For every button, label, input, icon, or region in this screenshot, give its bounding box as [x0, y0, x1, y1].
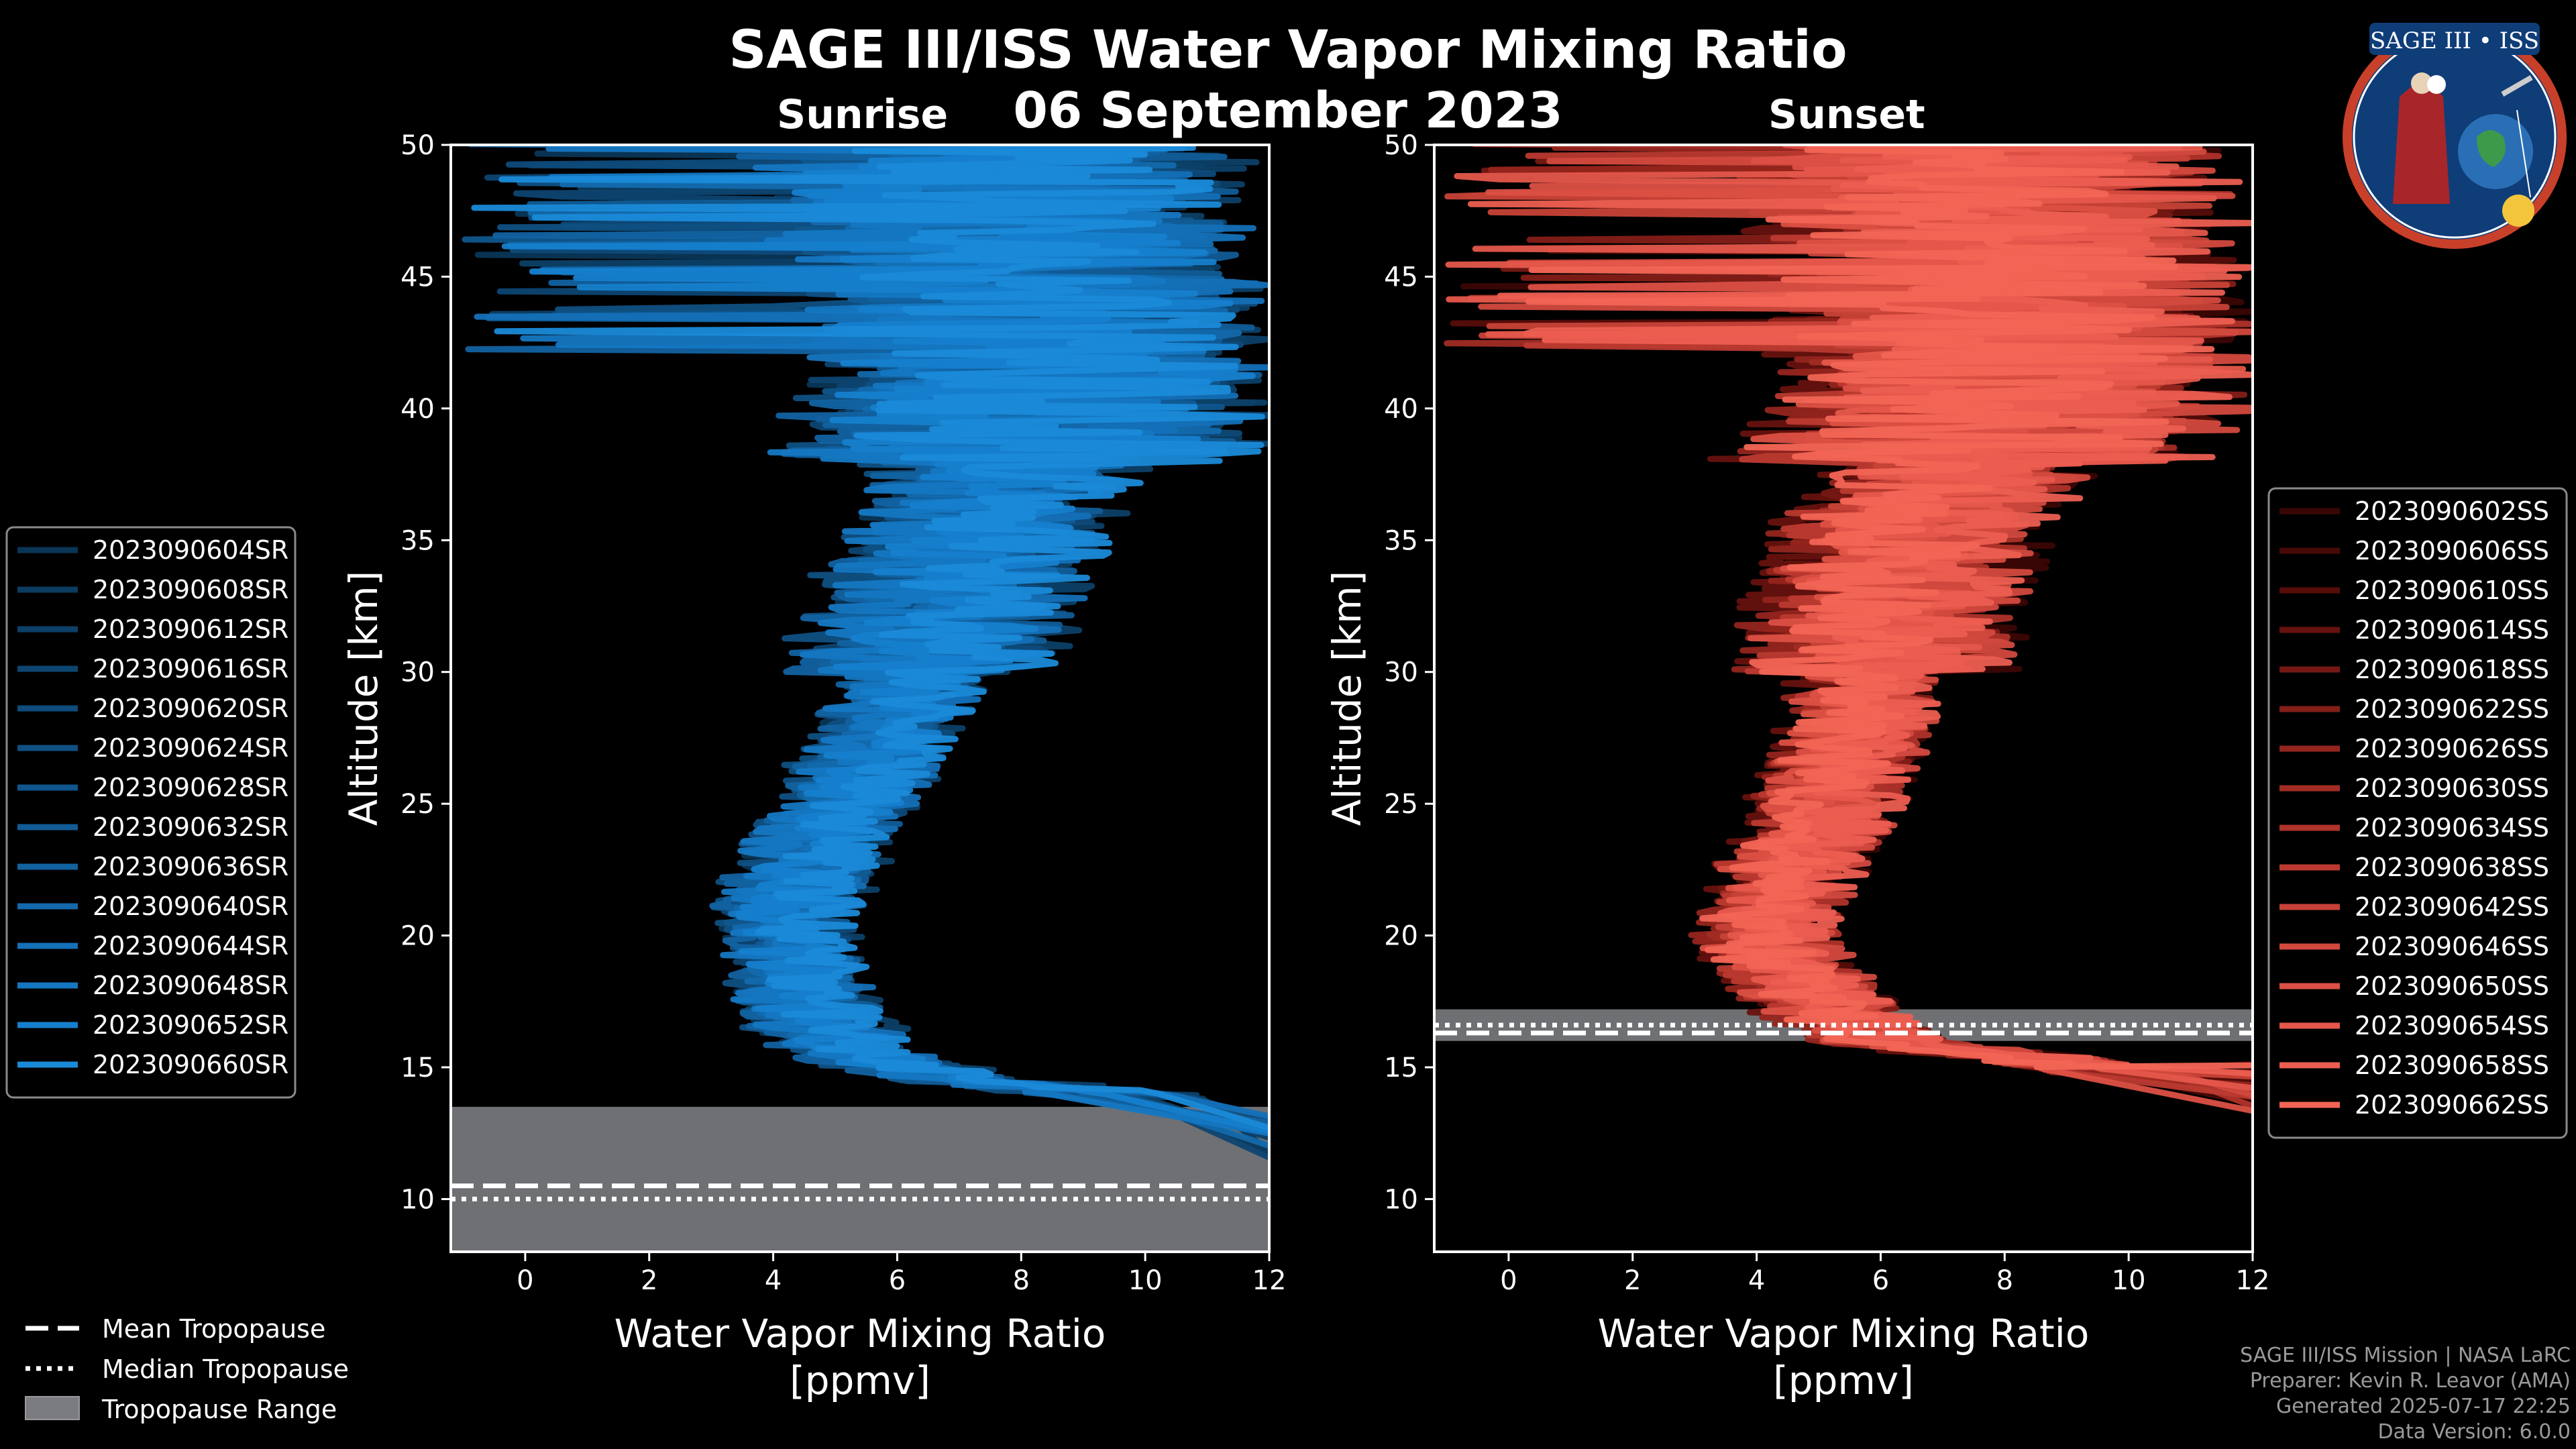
sunset-legend-label-2023090634SS: 2023090634SS [2355, 813, 2549, 843]
sunset-y-tick-label-50: 50 [1384, 130, 1418, 161]
sunrise-x-tick-label-8: 8 [1013, 1265, 1030, 1296]
sunrise-y-tick-label-10: 10 [400, 1184, 435, 1215]
sunset-legend-label-2023090602SS: 2023090602SS [2355, 496, 2549, 526]
sunset-y-tick-label-40: 40 [1384, 394, 1418, 425]
sunrise-y-tick-label-45: 45 [400, 262, 435, 292]
sunrise-legend-label-2023090636SR: 2023090636SR [93, 852, 288, 881]
sunrise-y-tick-label-35: 35 [400, 525, 435, 556]
sunrise-y-tick-label-15: 15 [400, 1053, 435, 1083]
sunrise-panel: 0 2 4 6 8 10 12 10 15 20 25 30 35 40 45 50 Water Vapor M… [341, 130, 1287, 1403]
sunrise-legend-label-2023090624SR: 2023090624SR [93, 733, 288, 763]
sunrise-axes-frame [449, 144, 1271, 1253]
sunrise-panel-title: Sunrise [777, 91, 949, 138]
sunset-y-axis-label: Altitude [km] [1324, 571, 1370, 826]
sunset-y-tick-label-10: 10 [1384, 1184, 1418, 1215]
legend-mean-label: Mean Tropopause [102, 1314, 325, 1344]
sunset-x-tick-label-12: 12 [2236, 1265, 2270, 1296]
sunset-x-tick-label-10: 10 [2112, 1265, 2146, 1296]
sunrise-x-axis-label: Water Vapor Mixing Ratio [614, 1311, 1106, 1356]
sunrise-x-tick-label-0: 0 [517, 1265, 533, 1296]
sunset-legend-label-2023090662SS: 2023090662SS [2355, 1090, 2549, 1120]
credit-mission: SAGE III/ISS Mission | NASA LaRC [2240, 1344, 2571, 1367]
sunset-plot-area [1434, 145, 2253, 1114]
sunset-legend-frame [2267, 487, 2568, 1139]
sunset-legend-label-2023090654SS: 2023090654SS [2355, 1011, 2549, 1040]
credit-version: Data Version: 6.0.0 [2377, 1420, 2571, 1444]
credit-generated: Generated 2025-07-17 22:25 [2275, 1395, 2571, 1418]
sunrise-x-tick-label-4: 4 [765, 1265, 782, 1296]
sunrise-legend-label-2023090640SR: 2023090640SR [93, 892, 288, 921]
sunrise-legend-label-2023090652SR: 2023090652SR [93, 1010, 288, 1040]
sunrise-y-axis-label: Altitude [km] [341, 571, 386, 826]
sunrise-plot-area [451, 145, 1269, 1252]
sunset-y-tick-label-35: 35 [1384, 525, 1418, 556]
tropopause-legend: Mean Tropopause Median Tropopause Tropopau… [25, 1314, 349, 1424]
sunrise-legend: 2023090604SR 2023090608SR 2023090612SR 2023… [5, 526, 297, 1099]
sunrise-legend-label-2023090632SR: 2023090632SR [93, 812, 288, 842]
legend-range-label: Tropopause Range [101, 1395, 337, 1424]
sunset-legend-label-2023090618SS: 2023090618SS [2355, 655, 2549, 684]
logo-text: SAGE III • ISS [2370, 28, 2539, 54]
sunrise-x-tick-label-10: 10 [1128, 1265, 1163, 1296]
sunset-x-axis-label: Water Vapor Mixing Ratio [1598, 1311, 2090, 1356]
sunrise-series-line-2023090660SR [471, 145, 1269, 1132]
sunrise-legend-label-2023090660SR: 2023090660SR [93, 1050, 288, 1079]
sunrise-x-tick-label-2: 2 [641, 1265, 657, 1296]
sunset-legend-label-2023090658SS: 2023090658SS [2355, 1051, 2549, 1080]
sunset-x-axis-unit: [ppmv] [1773, 1358, 1914, 1403]
sunset-y-tick-label-15: 15 [1384, 1053, 1418, 1083]
sunrise-legend-label-2023090604SR: 2023090604SR [93, 535, 288, 565]
sunset-y-tick-label-25: 25 [1384, 789, 1418, 820]
figure-title: SAGE III/ISS Water Vapor Mixing Ratio [729, 20, 1847, 80]
sunrise-y-tick-label-40: 40 [400, 394, 435, 425]
sunset-axes-frame [1433, 144, 2254, 1253]
sunset-legend-label-2023090642SS: 2023090642SS [2355, 892, 2549, 922]
legend-range-swatch [25, 1396, 80, 1420]
sunrise-legend-label-2023090628SR: 2023090628SR [93, 773, 288, 802]
sunset-legend-label-2023090646SS: 2023090646SS [2355, 932, 2549, 961]
sunset-y-tick-label-30: 30 [1384, 657, 1418, 688]
sunrise-y-tick-label-25: 25 [400, 789, 435, 820]
sunrise-y-tick-label-20: 20 [400, 921, 435, 952]
sunset-legend: 2023090602SS 2023090606SS 2023090610SS 2023… [2267, 487, 2568, 1139]
sunset-x-tick-label-0: 0 [1500, 1265, 1517, 1296]
sunset-series-line-2023090662SS [1525, 145, 2253, 1070]
sunrise-legend-label-2023090620SR: 2023090620SR [93, 694, 288, 723]
credit-preparer: Preparer: Kevin R. Leavor (AMA) [2249, 1369, 2571, 1393]
legend-median-label: Median Tropopause [102, 1354, 349, 1384]
figure-date: 06 September 2023 [1013, 82, 1563, 140]
sunrise-x-tick-label-12: 12 [1252, 1265, 1287, 1296]
sunset-legend-label-2023090610SS: 2023090610SS [2355, 576, 2549, 605]
sunset-legend-label-2023090630SS: 2023090630SS [2355, 773, 2549, 803]
sunset-legend-label-2023090622SS: 2023090622SS [2355, 694, 2549, 724]
sunrise-legend-label-2023090608SR: 2023090608SR [93, 575, 288, 604]
sunrise-tropopause-range [451, 1106, 1269, 1252]
sunset-legend-label-2023090606SS: 2023090606SS [2355, 536, 2549, 566]
sunrise-legend-label-2023090612SR: 2023090612SR [93, 614, 288, 644]
sunrise-legend-frame [5, 526, 297, 1099]
sunrise-y-tick-label-50: 50 [400, 130, 435, 161]
sunset-x-tick-label-8: 8 [1996, 1265, 2013, 1296]
sunset-x-tick-label-2: 2 [1624, 1265, 1641, 1296]
sunrise-legend-label-2023090616SR: 2023090616SR [93, 654, 288, 684]
sunset-x-tick-label-4: 4 [1748, 1265, 1765, 1296]
sunrise-legend-label-2023090648SR: 2023090648SR [93, 971, 288, 1000]
sunrise-x-tick-label-6: 6 [889, 1265, 906, 1296]
sunset-y-tick-label-45: 45 [1384, 262, 1418, 292]
sunset-panel: 0 2 4 6 8 10 12 10 15 20 25 30 35 40 45 50 Water Vapor M… [1324, 130, 2270, 1403]
credits-block: SAGE III/ISS Mission | NASA LaRC Prepare… [2240, 1343, 2571, 1445]
sunset-legend-label-2023090626SS: 2023090626SS [2355, 734, 2549, 763]
sage-mission-logo: SAGE III • ISS [2343, 23, 2567, 249]
sunset-legend-label-2023090638SS: 2023090638SS [2355, 853, 2549, 882]
sunset-panel-title: Sunset [1768, 91, 1925, 138]
sunset-y-tick-label-20: 20 [1384, 921, 1418, 952]
sunrise-legend-label-2023090644SR: 2023090644SR [93, 931, 288, 961]
sunrise-x-axis-unit: [ppmv] [790, 1358, 930, 1403]
sunset-x-tick-label-6: 6 [1872, 1265, 1889, 1296]
sunset-legend-label-2023090614SS: 2023090614SS [2355, 615, 2549, 645]
sunrise-y-tick-label-30: 30 [400, 657, 435, 688]
sunset-legend-label-2023090650SS: 2023090650SS [2355, 971, 2549, 1001]
